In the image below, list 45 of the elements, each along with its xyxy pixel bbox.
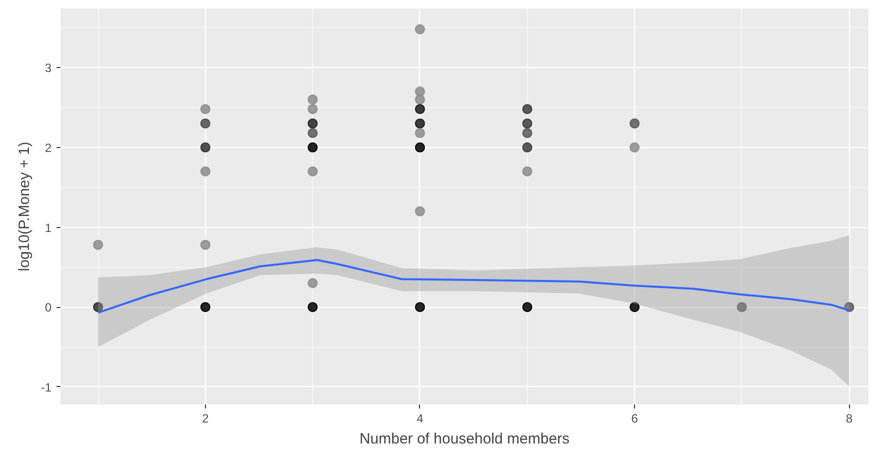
point (308, 118, 318, 128)
point (522, 166, 532, 176)
point (522, 302, 532, 312)
point (414, 104, 425, 114)
point (414, 142, 425, 152)
point (308, 142, 318, 152)
point (200, 240, 210, 250)
point (522, 118, 532, 128)
y-tick-label: -1 (40, 380, 52, 394)
y-axis-title: log10(P.Money + 1) (16, 142, 33, 272)
point (630, 302, 640, 312)
point (200, 166, 210, 176)
point (522, 128, 532, 138)
y-tick-label: 0 (44, 300, 52, 315)
point (736, 302, 747, 312)
point (93, 240, 104, 250)
point (308, 166, 318, 176)
point (200, 104, 210, 114)
x-tick-label: 2 (202, 412, 210, 426)
point (308, 302, 318, 312)
x-axis-title: Number of household members (359, 430, 570, 448)
point (414, 24, 425, 34)
x-tick-label: 8 (846, 412, 853, 426)
point (414, 302, 425, 312)
y-tick-label: 1 (44, 220, 52, 235)
point (414, 128, 425, 138)
x-tick-label: 4 (416, 412, 424, 426)
x-tick-label: 6 (631, 412, 638, 426)
point (308, 94, 318, 105)
point (414, 206, 425, 216)
point (414, 118, 425, 128)
point (200, 142, 210, 152)
y-tick-label: 2 (44, 140, 52, 155)
point (93, 302, 104, 312)
point (200, 302, 210, 312)
point (522, 104, 532, 114)
point (522, 142, 532, 152)
y-tick-label: 3 (44, 61, 52, 76)
point (308, 128, 318, 138)
point (200, 118, 210, 128)
point (308, 104, 318, 114)
point (630, 118, 640, 128)
point (414, 94, 425, 105)
point (308, 278, 318, 288)
point (630, 142, 640, 152)
